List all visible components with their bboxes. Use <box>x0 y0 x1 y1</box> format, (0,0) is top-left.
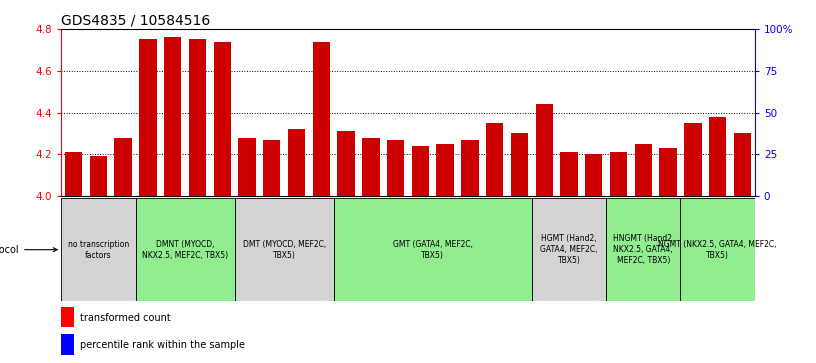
Bar <box>362 138 379 196</box>
Bar <box>135 198 235 301</box>
Text: protocol: protocol <box>0 245 57 255</box>
Bar <box>334 198 532 301</box>
Bar <box>635 144 652 196</box>
Bar <box>188 40 206 196</box>
Bar <box>463 196 477 199</box>
Bar <box>164 37 181 196</box>
Bar <box>215 196 229 199</box>
Text: GMT (GATA4, MEF2C,
TBX5): GMT (GATA4, MEF2C, TBX5) <box>392 240 472 260</box>
Bar <box>263 140 281 196</box>
Bar <box>313 41 330 196</box>
Bar <box>535 104 553 196</box>
Bar <box>414 196 428 199</box>
Bar <box>91 196 105 199</box>
Text: DMT (MYOCD, MEF2C,
TBX5): DMT (MYOCD, MEF2C, TBX5) <box>242 240 326 260</box>
Bar <box>461 140 479 196</box>
Bar <box>339 196 353 199</box>
Bar <box>735 196 749 199</box>
Bar <box>585 154 602 196</box>
Text: HNGMT (Hand2,
NKX2.5, GATA4,
MEF2C, TBX5): HNGMT (Hand2, NKX2.5, GATA4, MEF2C, TBX5… <box>613 234 674 265</box>
Bar <box>90 156 107 196</box>
Text: HGMT (Hand2,
GATA4, MEF2C,
TBX5): HGMT (Hand2, GATA4, MEF2C, TBX5) <box>540 234 598 265</box>
Bar <box>61 307 73 327</box>
Text: GDS4835 / 10584516: GDS4835 / 10584516 <box>61 14 211 28</box>
Bar <box>612 196 626 199</box>
Bar <box>412 146 429 196</box>
Bar <box>486 123 503 196</box>
Bar <box>166 196 180 199</box>
Bar <box>661 196 675 199</box>
Bar <box>561 152 578 196</box>
Text: no transcription
factors: no transcription factors <box>68 240 129 260</box>
Bar <box>532 198 606 301</box>
Bar <box>114 138 132 196</box>
Bar <box>140 40 157 196</box>
Bar <box>709 117 726 196</box>
Bar <box>190 196 204 199</box>
Bar <box>636 196 650 199</box>
Bar <box>388 196 402 199</box>
Bar <box>711 196 725 199</box>
Text: NGMT (NKX2.5, GATA4, MEF2C,
TBX5): NGMT (NKX2.5, GATA4, MEF2C, TBX5) <box>659 240 777 260</box>
Bar <box>610 152 628 196</box>
Bar <box>488 196 502 199</box>
Bar <box>537 196 551 199</box>
Bar <box>141 196 155 199</box>
Bar <box>512 196 526 199</box>
Bar <box>659 148 676 196</box>
Bar <box>337 131 355 196</box>
Bar <box>67 196 81 199</box>
Bar <box>387 140 404 196</box>
Bar <box>61 334 73 355</box>
Bar <box>116 196 130 199</box>
Text: transformed count: transformed count <box>80 313 171 323</box>
Bar <box>681 198 755 301</box>
Bar <box>606 198 681 301</box>
Bar <box>235 198 334 301</box>
Bar <box>65 152 82 196</box>
Bar <box>290 196 304 199</box>
Bar <box>438 196 452 199</box>
Bar <box>684 123 702 196</box>
Text: DMNT (MYOCD,
NKX2.5, MEF2C, TBX5): DMNT (MYOCD, NKX2.5, MEF2C, TBX5) <box>142 240 228 260</box>
Bar <box>61 198 135 301</box>
Text: percentile rank within the sample: percentile rank within the sample <box>80 340 245 350</box>
Bar <box>288 129 305 196</box>
Bar <box>364 196 378 199</box>
Bar <box>562 196 576 199</box>
Bar <box>265 196 279 199</box>
Bar <box>686 196 700 199</box>
Bar <box>240 196 254 199</box>
Bar <box>511 133 528 196</box>
Bar <box>214 41 231 196</box>
Bar <box>314 196 328 199</box>
Bar <box>238 138 255 196</box>
Bar <box>437 144 454 196</box>
Bar <box>587 196 601 199</box>
Bar <box>734 133 751 196</box>
